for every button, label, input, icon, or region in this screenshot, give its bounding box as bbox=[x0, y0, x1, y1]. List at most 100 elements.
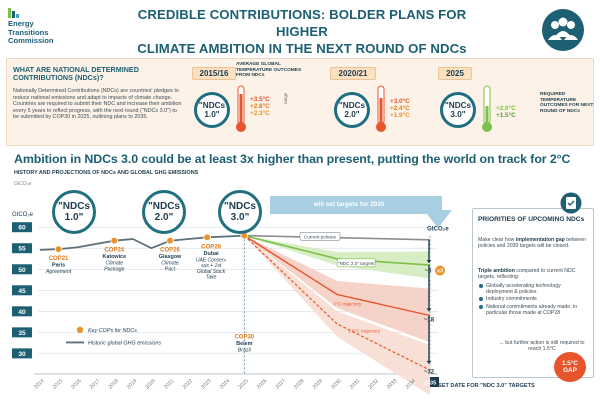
x-tick-label: 2030 bbox=[330, 378, 342, 390]
x-tick-label: 2029 bbox=[312, 378, 324, 390]
info-heading-line2: CONTRIBUTIONS (NDCs)? bbox=[13, 73, 104, 83]
y-tick-label: 35 bbox=[18, 330, 26, 337]
x-tick-label: 2032 bbox=[367, 378, 379, 390]
y-tick-box bbox=[12, 306, 32, 317]
info-heading: WHAT ARE NATIONAL DETERMINED CONTRIBUTIO… bbox=[13, 65, 173, 83]
cop-name-label: COP28 bbox=[201, 244, 221, 250]
ndc2-circle: "NDCs 2.0" bbox=[334, 92, 370, 128]
y-unit-top: GtCO₂e bbox=[14, 181, 32, 187]
cop-note-label: Brazil bbox=[238, 348, 252, 354]
page-title: CREDIBLE CONTRIBUTIONS: BOLDER PLANS FOR… bbox=[112, 6, 492, 57]
cop-note-line: UAE Consen- bbox=[196, 257, 227, 263]
ndc1-mid: +2.8°C bbox=[250, 103, 270, 110]
legend-historic-label: Historic global GHG emissions bbox=[88, 340, 161, 346]
y-tick-box bbox=[12, 348, 32, 359]
ndc1-circle: "NDCs 1.0" bbox=[194, 92, 230, 128]
cop-marker bbox=[110, 236, 119, 245]
gap-2c-label: ~18 bbox=[424, 317, 435, 323]
headline: Ambition in NDCs 3.0 could be at least 3… bbox=[14, 152, 571, 166]
x-tick-label: 2020 bbox=[145, 378, 157, 390]
trajectory-15c-band bbox=[244, 235, 430, 396]
y-tick-label: 55 bbox=[18, 246, 26, 253]
cop-marker bbox=[54, 245, 63, 253]
x-tick-label: 2031 bbox=[349, 378, 361, 390]
y-tick-label: 40 bbox=[18, 309, 26, 316]
priority-3: ... but further action is still required… bbox=[499, 340, 585, 353]
multiplier-label: x3 bbox=[437, 269, 443, 275]
x-tick-label: 2021 bbox=[163, 378, 175, 390]
priorities-heading: PRIORITIES OF UPCOMING NDCs bbox=[478, 216, 585, 223]
priority-1-post: between policies and 2030 targets will b… bbox=[478, 237, 586, 250]
info-heading-line1: WHAT ARE NATIONAL DETERMINED bbox=[13, 65, 139, 74]
x-tick-label: 2019 bbox=[126, 378, 138, 390]
targets-banner: will set targets for 2035 bbox=[270, 196, 428, 214]
y-tick-box bbox=[12, 285, 32, 296]
x-tick-label: 2026 bbox=[256, 378, 268, 390]
cop-note-line: Take bbox=[206, 275, 217, 281]
chart-subheading: HISTORY AND PROJECTIONS OF NDCs AND GLOB… bbox=[14, 170, 199, 176]
logo-mark-icon bbox=[8, 8, 19, 18]
x-tick-label: 2016 bbox=[70, 378, 82, 390]
current-policies-label-box bbox=[299, 231, 341, 241]
x-tick-label: 2022 bbox=[182, 378, 194, 390]
cop-name-label: COP30 bbox=[234, 335, 254, 341]
ndc2-mid: +2.4°C bbox=[390, 105, 410, 112]
year-2020-label: 2020/21 bbox=[330, 67, 376, 80]
gap-15c-label: ~32 bbox=[424, 370, 435, 376]
ndc2-high: +3.0°C bbox=[390, 98, 410, 105]
year-2015-label: 2015/16 bbox=[192, 67, 236, 80]
cop-note-line: sus + 1st bbox=[201, 263, 222, 269]
gap-badge-line1: 1.5°C bbox=[561, 360, 579, 367]
x-tick-label: 2023 bbox=[200, 378, 212, 390]
down-arrow-icon bbox=[426, 196, 452, 228]
trajectory-2c-band bbox=[244, 235, 430, 343]
x-tick-label: 2017 bbox=[89, 378, 101, 390]
cop-note-label: Agreement bbox=[45, 269, 72, 275]
y-tick-label: 50 bbox=[18, 267, 26, 274]
logo-line1: Energy bbox=[8, 19, 34, 28]
ndc3-high: +2.0°C bbox=[496, 105, 516, 112]
ndc2-big-circle: "NDCs 2.0" bbox=[142, 190, 186, 234]
range-label: range bbox=[283, 92, 288, 104]
cop-name-label: COP24 bbox=[104, 248, 124, 254]
trajectory-15c-label: 1.5°C trajectory bbox=[348, 328, 380, 333]
cop-city-label: Glasgow bbox=[159, 254, 182, 260]
thermometer-icon bbox=[236, 85, 246, 132]
set-date-label: SET DATE FOR "NDC 3.0" TARGETS bbox=[438, 383, 535, 389]
x-tick-label: 2014 bbox=[33, 378, 45, 390]
current-policies-label: Current policies bbox=[304, 234, 337, 239]
x-tick-label: 2027 bbox=[275, 378, 287, 390]
ndc3-circle: "NDCs 3.0" bbox=[440, 92, 476, 128]
title-line2: CLIMATE AMBITION IN THE NEXT ROUND OF ND… bbox=[137, 41, 467, 56]
y-tick-box bbox=[12, 264, 32, 275]
legend-cop-marker bbox=[76, 326, 84, 334]
document-check-icon bbox=[560, 192, 582, 214]
legend-cop-label: Key COPs for NDCs bbox=[88, 328, 137, 334]
logo-text: Energy Transitions Commission bbox=[8, 19, 54, 46]
logo-line3: Commission bbox=[8, 36, 54, 46]
x-tick-label: 2018 bbox=[107, 378, 119, 390]
cop-city-label: Belem bbox=[236, 341, 252, 347]
trajectory-15c-line bbox=[243, 235, 431, 371]
multiplier-badge bbox=[435, 265, 445, 276]
title-line1: CREDIBLE CONTRIBUTIONS: BOLDER PLANS FOR… bbox=[137, 7, 467, 39]
gap-unit-label: GtCO₂e bbox=[427, 227, 449, 233]
priority-bullet: National commitments already made, in pa… bbox=[478, 304, 588, 316]
priority-1: Make clear how implementation gap betwee… bbox=[478, 237, 588, 249]
ndc-info-box bbox=[6, 58, 594, 146]
cop-note-label: Pact bbox=[165, 266, 176, 272]
x-tick-label: 2033 bbox=[386, 378, 398, 390]
cop-marker bbox=[203, 233, 211, 242]
emissions-chart: GtCO₂e 60 55 50 45 40 35 30 2014 2015 2016 2017 2018… bbox=[12, 212, 449, 396]
priority-1-pre: Make clear how bbox=[478, 237, 516, 243]
cop-city-label: Paris bbox=[52, 263, 65, 269]
ndc2-low: +1.9°C bbox=[390, 112, 410, 119]
avg-temp-label: AVERAGE GLOBAL TEMPERATURE OUTCOMES FROM… bbox=[236, 62, 302, 79]
priority-2-post: compared to current NDC targets, reflect… bbox=[478, 268, 576, 281]
priority-bullet: Industry commitments bbox=[478, 296, 588, 302]
gap-15c-arrow-head bbox=[426, 360, 432, 364]
priorities-box bbox=[472, 208, 594, 378]
x-tick-label: 2015 bbox=[52, 378, 64, 390]
cop-city-label: Dubai bbox=[204, 251, 219, 257]
ndc2-targets-line bbox=[244, 234, 431, 266]
